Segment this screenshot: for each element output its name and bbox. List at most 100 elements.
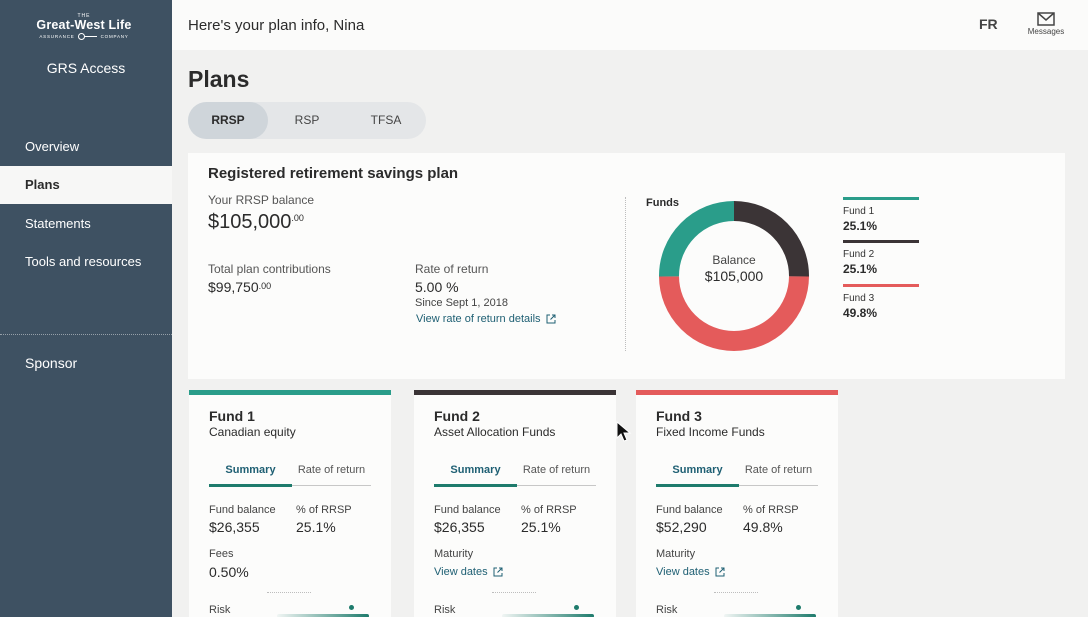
fund-card-1: Fund 1 Canadian equity Summary Rate of r…: [189, 390, 391, 617]
external-link-icon: [546, 314, 556, 324]
return-value: 5.00 %: [415, 279, 459, 295]
external-link-icon: [715, 567, 725, 577]
section-divider: [714, 592, 758, 593]
donut-slice-fund-3: [659, 276, 809, 351]
legend-fund-3: Fund 3 49.8%: [843, 284, 919, 320]
sidebar-item-overview[interactable]: Overview: [25, 139, 80, 154]
risk-label: Risk: [209, 604, 231, 616]
envelope-icon: [1037, 12, 1055, 26]
risk-meter: [502, 614, 594, 617]
tab-active-indicator: [209, 484, 292, 487]
legend-pct: 25.1%: [843, 262, 878, 276]
fees-value: 0.50%: [209, 564, 249, 580]
donut-label: Balance: [712, 253, 756, 267]
greeting: Here's your plan info, Nina: [188, 17, 365, 34]
company-logo[interactable]: THE Great-West Life ASSURANCE COMPANY: [22, 13, 146, 40]
risk-meter: [724, 614, 816, 617]
tab-summary[interactable]: Summary: [672, 464, 723, 476]
fund-balance-label: Fund balance: [656, 504, 723, 516]
legend-name: Fund 2: [843, 249, 875, 260]
logo-sub-right: COMPANY: [100, 33, 129, 39]
tab-active-indicator: [656, 484, 739, 487]
risk-indicator: [349, 605, 354, 610]
sidebar-item-tools-and-resources[interactable]: Tools and resources: [25, 254, 142, 269]
logo-subline: ASSURANCE COMPANY: [22, 33, 146, 40]
fund-card-3: Fund 3 Fixed Income Funds Summary Rate o…: [636, 390, 838, 617]
logo-sub-left: ASSURANCE: [39, 33, 75, 39]
top-header: Here's your plan info, Nina FR Messages: [172, 0, 1088, 50]
fund-name: Fund 3: [656, 408, 702, 424]
fund-pct-label: % of RRSP: [743, 504, 799, 516]
return-details-link[interactable]: View rate of return details: [416, 313, 556, 325]
funds-chart-title: Funds: [646, 197, 679, 209]
fund-color-bar: [414, 390, 616, 395]
legend-pct: 49.8%: [843, 306, 878, 320]
tab-rrsp[interactable]: RRSP: [188, 102, 268, 139]
key-icon: [77, 33, 98, 40]
fund-balance-value: $52,290: [656, 519, 707, 535]
external-link-icon: [493, 567, 503, 577]
language-toggle[interactable]: FR: [979, 16, 998, 32]
fund-subtitle: Canadian equity: [209, 425, 296, 439]
sidebar-item-statements[interactable]: Statements: [25, 216, 91, 231]
tab-rate-of-return[interactable]: Rate of return: [522, 464, 591, 476]
fund-color-bar: [189, 390, 391, 395]
tab-active-indicator: [434, 484, 517, 487]
sidebar-divider: [0, 334, 172, 335]
contributions-value: $99,750.00: [208, 279, 271, 295]
fund-pct-label: % of RRSP: [521, 504, 577, 516]
risk-label: Risk: [434, 604, 456, 616]
risk-indicator: [574, 605, 579, 610]
fund-subtitle: Fixed Income Funds: [656, 425, 765, 439]
tab-tfsa[interactable]: TFSA: [370, 113, 402, 127]
fund-card-2: Fund 2 Asset Allocation Funds Summary Ra…: [414, 390, 616, 617]
sidebar-item-sponsor[interactable]: Sponsor: [25, 355, 78, 371]
legend-name: Fund 3: [843, 293, 875, 304]
fund-balance-value: $26,355: [434, 519, 485, 535]
return-details-label: View rate of return details: [416, 313, 541, 325]
app-name: GRS Access: [46, 60, 126, 76]
sidebar-item-plans[interactable]: Plans: [0, 166, 172, 204]
legend-fund-1: Fund 1 25.1%: [843, 197, 919, 233]
fund-pct-value: 25.1%: [521, 519, 561, 535]
messages-button[interactable]: Messages: [1024, 12, 1068, 36]
plan-tabs: RRSP RSP TFSA: [188, 102, 426, 139]
tab-summary[interactable]: Summary: [225, 464, 276, 476]
maturity-label: Maturity: [656, 548, 696, 560]
logo-the: THE: [77, 13, 91, 19]
donut-slice-fund-1: [659, 201, 735, 277]
section-divider: [625, 197, 626, 351]
page-title: Plans: [188, 66, 250, 92]
plan-title: Registered retirement savings plan: [208, 165, 459, 182]
sidebar: THE Great-West Life ASSURANCE COMPANY GR…: [0, 0, 172, 617]
contrib-main: $99,750: [208, 279, 259, 295]
view-dates-link[interactable]: View dates: [656, 566, 725, 578]
donut-center: Balance $105,000: [684, 253, 784, 284]
legend-name: Fund 1: [843, 206, 875, 217]
legend-swatch: [843, 197, 919, 200]
plan-summary-card: Registered retirement savings plan Your …: [188, 153, 1065, 379]
contributions-label: Total plan contributions: [208, 262, 331, 276]
return-since: Since Sept 1, 2018: [415, 297, 508, 309]
view-dates-label: View dates: [434, 566, 488, 578]
fund-name: Fund 1: [209, 408, 255, 424]
tab-rate-of-return[interactable]: Rate of return: [744, 464, 813, 476]
fund-pct-label: % of RRSP: [296, 504, 352, 516]
section-divider: [267, 592, 311, 593]
view-dates-label: View dates: [656, 566, 710, 578]
view-dates-link[interactable]: View dates: [434, 566, 503, 578]
fund-name: Fund 2: [434, 408, 480, 424]
fund-balance-value: $26,355: [209, 519, 260, 535]
funds-donut-chart: [659, 201, 809, 351]
fund-pct-value: 25.1%: [296, 519, 336, 535]
maturity-label: Maturity: [434, 548, 474, 560]
risk-label: Risk: [656, 604, 678, 616]
legend-fund-2: Fund 2 25.1%: [843, 240, 919, 276]
tab-rate-of-return[interactable]: Rate of return: [297, 464, 366, 476]
fund-subtitle: Asset Allocation Funds: [434, 425, 556, 439]
tab-summary[interactable]: Summary: [450, 464, 501, 476]
logo-name: Great-West Life: [36, 18, 132, 32]
tab-rsp[interactable]: RSP: [294, 113, 320, 127]
mouse-cursor-icon: [616, 421, 632, 442]
balance-value: $105,000.00: [208, 211, 304, 234]
